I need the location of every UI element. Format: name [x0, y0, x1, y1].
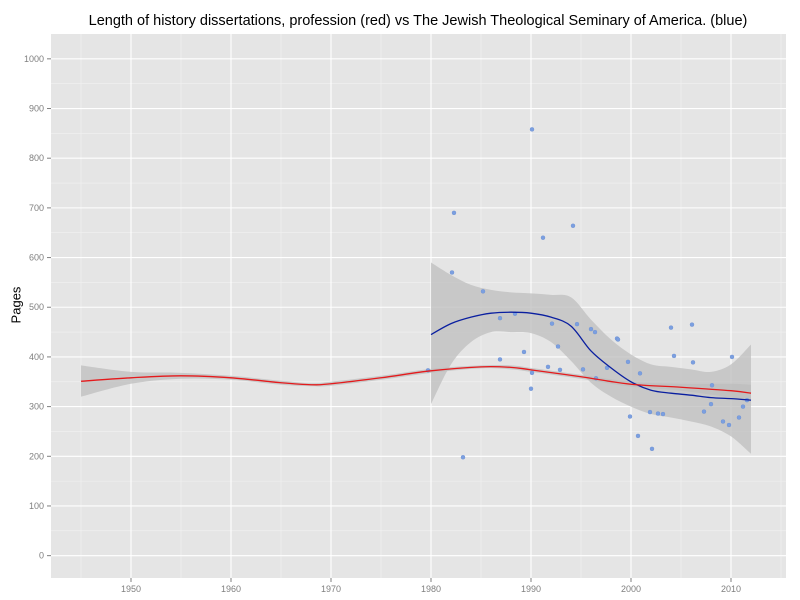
data-point: [615, 337, 621, 342]
data-point: [557, 367, 563, 373]
data-point: [521, 349, 527, 355]
data-point: [497, 315, 503, 321]
data-point: [689, 322, 695, 327]
panel-background: [51, 34, 786, 578]
data-point: [660, 411, 666, 417]
x-tick-label: 1970: [321, 584, 341, 594]
data-point: [540, 235, 546, 240]
y-tick-label: 1000: [24, 54, 44, 64]
x-tick-label: 1960: [221, 584, 241, 594]
y-tick-label: 0: [39, 551, 44, 561]
data-point: [480, 289, 486, 294]
data-point: [736, 415, 742, 420]
data-point: [451, 210, 457, 216]
data-point: [545, 364, 551, 370]
data-point: [647, 409, 653, 415]
data-point: [709, 383, 715, 388]
data-point: [555, 344, 561, 349]
data-point: [588, 326, 594, 332]
x-tick-label: 1990: [521, 584, 541, 594]
data-point: [580, 367, 586, 372]
x-tick-label: 1980: [421, 584, 441, 594]
blue-smooth-line: [430, 311, 752, 401]
red-smooth-line: [80, 365, 752, 394]
data-point: [549, 321, 555, 326]
y-tick-label: 100: [29, 501, 44, 511]
data-point: [690, 360, 696, 365]
data-point: [655, 411, 661, 416]
y-tick-label: 700: [29, 203, 44, 213]
x-tick-label: 2000: [621, 584, 641, 594]
y-tick-label: 200: [29, 451, 44, 461]
data-point: [637, 371, 643, 376]
data-point: [740, 404, 746, 409]
data-point: [627, 414, 633, 419]
data-point: [708, 401, 714, 407]
data-point: [497, 357, 503, 362]
data-point: [449, 270, 455, 275]
data-point: [460, 455, 466, 460]
data-point: [720, 419, 726, 424]
y-tick-label: 900: [29, 104, 44, 114]
data-point: [726, 422, 732, 428]
data-point: [635, 433, 641, 439]
data-point: [592, 329, 598, 335]
y-tick-label: 800: [29, 153, 44, 163]
data-point: [625, 359, 631, 365]
data-point: [701, 409, 707, 414]
y-tick-label: 600: [29, 253, 44, 263]
x-tick-label: 2010: [721, 584, 741, 594]
x-tick-label: 1950: [121, 584, 141, 594]
y-tick-label: 500: [29, 302, 44, 312]
data-point: [729, 354, 735, 360]
data-point: [529, 127, 535, 132]
data-point: [574, 321, 580, 327]
chart-title: Length of history dissertations, profess…: [88, 13, 748, 29]
data-point: [528, 386, 534, 391]
data-point: [649, 446, 655, 452]
y-tick-label: 300: [29, 402, 44, 412]
y-tick-label: 400: [29, 352, 44, 362]
data-point: [570, 223, 576, 228]
data-point: [529, 370, 535, 376]
data-point: [668, 325, 674, 330]
data-point: [671, 353, 677, 359]
data-point: [604, 365, 610, 371]
confidence-band-0: [431, 262, 751, 454]
